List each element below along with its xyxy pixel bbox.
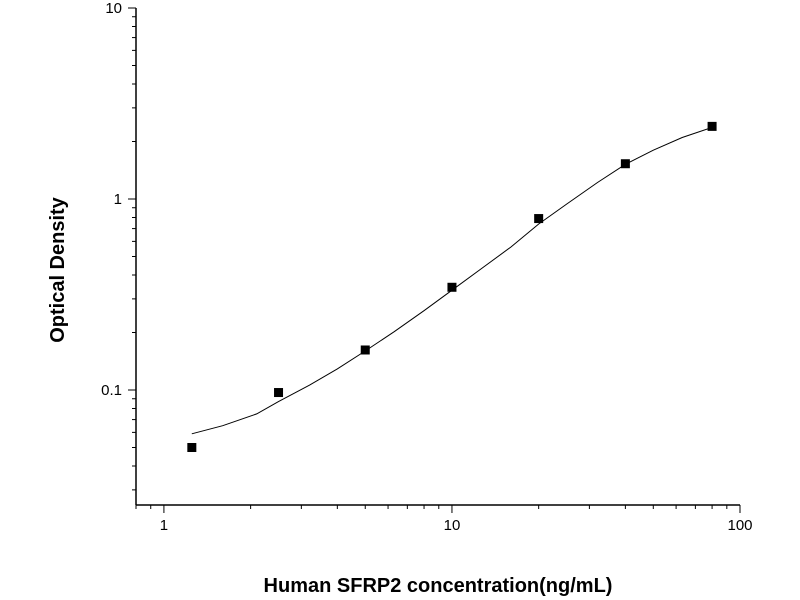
x-tick-label: 1 — [160, 517, 168, 534]
fit-curve — [191, 126, 713, 435]
y-axis-label: Optical Density — [47, 196, 69, 342]
ticks: 1 10 100 0.1 1 10 — [101, 0, 752, 534]
data-point — [360, 345, 370, 355]
fit-curve-layer — [191, 126, 713, 435]
axes — [135, 8, 740, 506]
x-tick-label: 100 — [727, 517, 752, 534]
y-tick-label: 0.1 — [101, 382, 122, 399]
data-point — [620, 159, 630, 169]
x-axis-label: Human SFRP2 concentration(ng/mL) — [264, 575, 613, 597]
x-tick-label: 10 — [444, 517, 461, 534]
data-point — [274, 388, 284, 398]
data-points-layer — [187, 121, 717, 453]
data-point — [187, 443, 197, 453]
data-point — [534, 214, 544, 224]
y-tick-label: 10 — [105, 0, 122, 17]
data-point — [707, 121, 717, 131]
y-tick-label: 1 — [114, 191, 122, 208]
data-point — [447, 282, 457, 292]
